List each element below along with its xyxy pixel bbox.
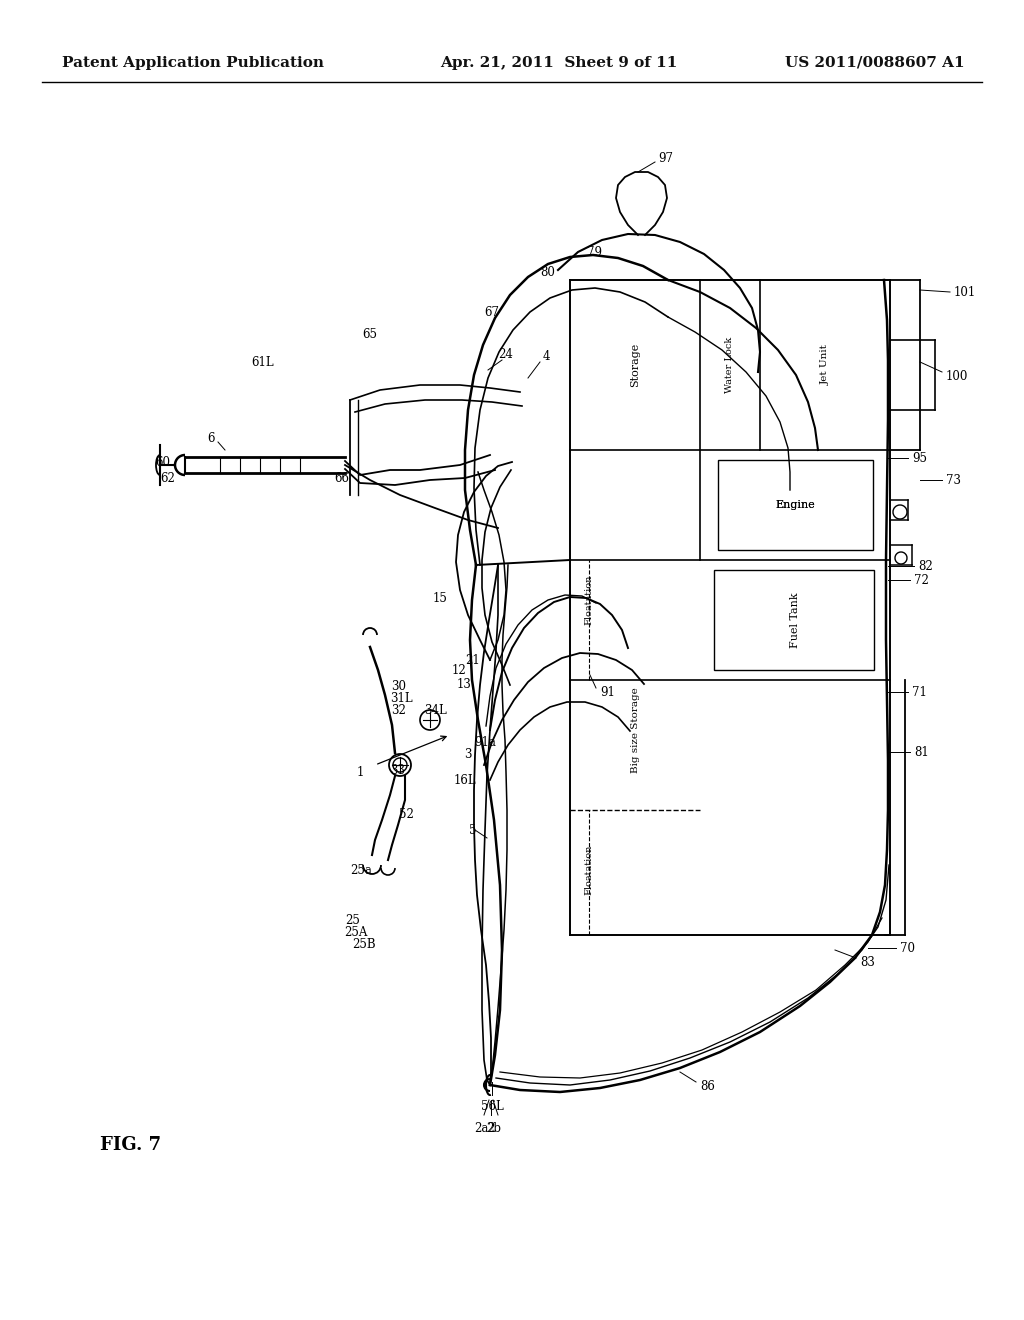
Text: 81: 81 xyxy=(914,746,929,759)
Text: 25B: 25B xyxy=(352,937,376,950)
Text: 91: 91 xyxy=(600,685,614,698)
Text: 52: 52 xyxy=(398,808,414,821)
Text: 91a: 91a xyxy=(474,735,496,748)
Text: 82: 82 xyxy=(918,560,933,573)
Text: Water Lock: Water Lock xyxy=(725,337,734,393)
Text: 61L: 61L xyxy=(252,355,274,368)
Text: Storage: Storage xyxy=(630,343,640,387)
Text: 4: 4 xyxy=(543,351,551,363)
Text: 31L: 31L xyxy=(390,692,413,705)
Text: 73: 73 xyxy=(946,474,961,487)
Text: 6: 6 xyxy=(208,432,215,445)
Text: 86: 86 xyxy=(700,1080,715,1093)
Text: 2: 2 xyxy=(487,1122,495,1135)
Text: Floatation: Floatation xyxy=(585,845,594,895)
Text: 34L: 34L xyxy=(424,704,446,717)
Text: 79: 79 xyxy=(587,246,601,259)
Text: 56L: 56L xyxy=(480,1100,504,1113)
Text: Jet Unit: Jet Unit xyxy=(820,345,829,385)
Text: Patent Application Publication: Patent Application Publication xyxy=(62,55,324,70)
Text: 60: 60 xyxy=(156,455,171,469)
Text: 67: 67 xyxy=(484,305,500,318)
Text: Engine: Engine xyxy=(775,500,815,510)
Text: US 2011/0088607 A1: US 2011/0088607 A1 xyxy=(785,55,965,70)
Text: Fuel Tank: Fuel Tank xyxy=(790,593,800,648)
Text: Floatation: Floatation xyxy=(585,574,594,626)
Text: 32: 32 xyxy=(391,704,406,717)
Text: 2b: 2b xyxy=(486,1122,501,1135)
Text: Engine: Engine xyxy=(775,500,815,510)
Text: 100: 100 xyxy=(946,370,969,383)
Text: Big size Storage: Big size Storage xyxy=(631,688,640,774)
Text: 71: 71 xyxy=(912,685,927,698)
Text: 30: 30 xyxy=(391,680,406,693)
Text: 97: 97 xyxy=(658,152,673,165)
Bar xyxy=(714,570,874,671)
Text: 101: 101 xyxy=(954,285,976,298)
Text: 24: 24 xyxy=(498,348,513,362)
Text: 5: 5 xyxy=(469,824,476,837)
Text: 25: 25 xyxy=(345,913,360,927)
Text: 80: 80 xyxy=(541,265,555,279)
Text: 1: 1 xyxy=(356,766,364,779)
Text: 3: 3 xyxy=(464,748,472,762)
Text: 65: 65 xyxy=(362,329,378,342)
Text: 33: 33 xyxy=(390,763,406,776)
Text: 25A: 25A xyxy=(345,925,368,939)
Text: 62: 62 xyxy=(161,471,175,484)
Text: 21: 21 xyxy=(465,653,480,667)
Text: 15: 15 xyxy=(433,591,449,605)
Text: 12: 12 xyxy=(452,664,466,676)
Text: 13: 13 xyxy=(457,678,472,692)
Text: 2a: 2a xyxy=(474,1122,488,1135)
Text: 66: 66 xyxy=(335,471,349,484)
Text: 83: 83 xyxy=(860,956,874,969)
Bar xyxy=(718,459,873,550)
Text: 16L: 16L xyxy=(454,774,476,787)
Text: 70: 70 xyxy=(900,941,915,954)
Text: 72: 72 xyxy=(914,573,929,586)
Text: Apr. 21, 2011  Sheet 9 of 11: Apr. 21, 2011 Sheet 9 of 11 xyxy=(440,55,677,70)
Text: 25a: 25a xyxy=(350,863,372,876)
Text: 95: 95 xyxy=(912,451,927,465)
Text: FIG. 7: FIG. 7 xyxy=(100,1137,161,1154)
